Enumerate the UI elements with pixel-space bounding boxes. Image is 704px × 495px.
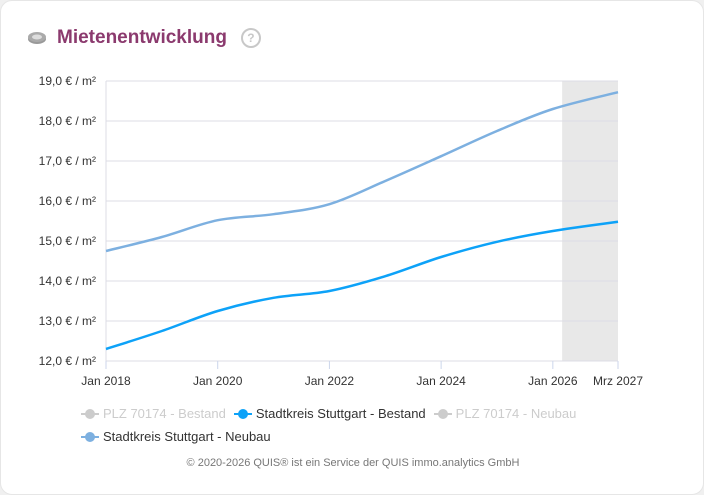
legend: PLZ 70174 - Bestand Stadtkreis Stuttgart …	[81, 403, 661, 449]
legend-marker-icon	[233, 409, 252, 419]
legend-item[interactable]: Stadtkreis Stuttgart - Neubau	[81, 426, 271, 448]
x-tick-label: Jan 2024	[416, 374, 466, 388]
line-chart: 12,0 € / m² 13,0 € / m² 14,0 € / m² 15,0 € …	[39, 74, 644, 388]
legend-marker-icon	[81, 432, 99, 442]
x-tick-label: Jan 2020	[193, 374, 243, 388]
series-line-stadtkreis-stuttgart-neubau	[105, 90, 619, 253]
x-tick-label: Mrz 2027	[593, 374, 643, 388]
forecast-band	[562, 81, 618, 361]
question-circle-icon[interactable]: ?	[240, 28, 261, 48]
card-title: Mietenentwicklung	[57, 27, 227, 48]
y-tick-label: 19,0 € / m²	[39, 74, 96, 88]
y-tick-label: 17,0 € / m²	[39, 154, 96, 168]
legend-item[interactable]: Stadtkreis Stuttgart - Bestand	[233, 403, 426, 425]
series-line-stadtkreis-stuttgart-bestand	[105, 220, 619, 351]
legend-item[interactable]: PLZ 70174 - Neubau	[433, 403, 577, 425]
legend-label: PLZ 70174 - Bestand	[103, 406, 226, 421]
legend-label: Stadtkreis Stuttgart - Bestand	[255, 406, 426, 421]
x-tick-label: Jan 2026	[528, 374, 578, 388]
x-tick-label: Jan 2022	[305, 374, 355, 388]
legend-item[interactable]: PLZ 70174 - Bestand	[81, 403, 226, 425]
legend-label: PLZ 70174 - Neubau	[455, 406, 577, 421]
y-tick-label: 18,0 € / m²	[39, 114, 96, 128]
y-tick-label: 14,0 € / m²	[39, 274, 96, 288]
legend-marker-icon	[81, 409, 99, 419]
y-tick-label: 12,0 € / m²	[39, 354, 96, 368]
card-header: Mietenentwicklung ?	[27, 27, 261, 49]
legend-label: Stadtkreis Stuttgart - Neubau	[103, 429, 271, 444]
coins-icon	[28, 32, 46, 44]
y-tick-label: 15,0 € / m²	[39, 234, 96, 248]
y-tick-label: 16,0 € / m²	[39, 194, 96, 208]
legend-marker-icon	[433, 409, 452, 419]
x-tick-label: Jan 2018	[81, 374, 131, 388]
copyright-footer: © 2020-2026 QUIS® ist ein Service der QU…	[186, 457, 520, 469]
y-tick-label: 13,0 € / m²	[39, 314, 96, 328]
